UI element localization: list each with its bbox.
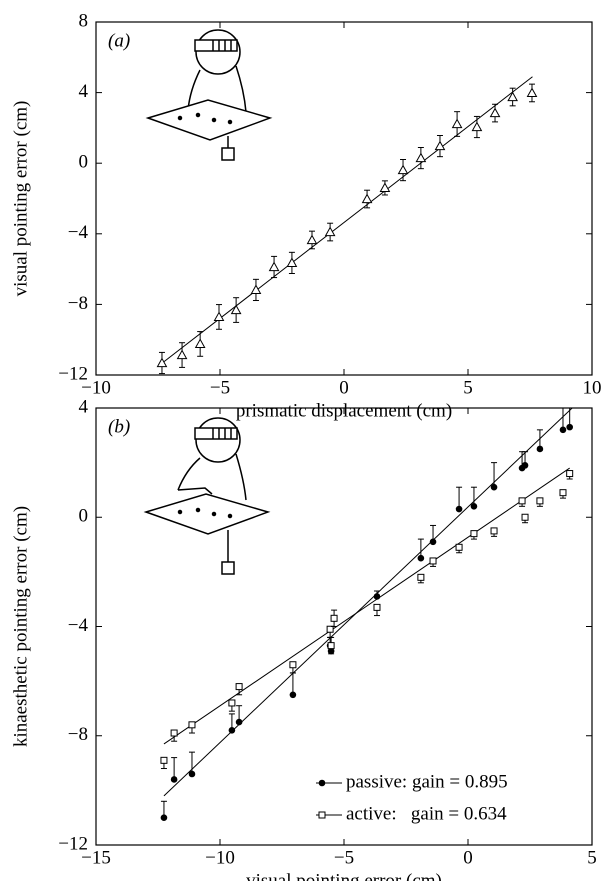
- y-tick-label: 4: [79, 81, 89, 102]
- y-tick-label: −8: [68, 724, 88, 745]
- x-tick-label: −10: [81, 377, 111, 398]
- point: [235, 718, 243, 726]
- x-tick-label: 5: [587, 847, 597, 868]
- point: [176, 349, 188, 360]
- x-tick-label: −5: [210, 377, 230, 398]
- point: [379, 182, 391, 193]
- point: [188, 721, 196, 729]
- point: [213, 311, 225, 322]
- point: [326, 625, 334, 633]
- point: [397, 164, 409, 175]
- legend-label: passive: gain = 0.895: [346, 771, 508, 792]
- point: [230, 304, 242, 315]
- point: [160, 756, 168, 764]
- plot-frame: [95, 21, 593, 376]
- y-tick-label: −4: [68, 615, 89, 636]
- point: [160, 814, 168, 821]
- point: [170, 729, 178, 737]
- point: [470, 530, 478, 538]
- point: [228, 699, 236, 707]
- point: [330, 614, 338, 622]
- point: [417, 573, 425, 581]
- y-axis-label: visual pointing error (cm): [10, 101, 31, 297]
- point: [526, 87, 538, 98]
- x-tick-label: 5: [463, 377, 473, 398]
- y-axis-label: kinaesthetic pointing error (cm): [10, 506, 31, 747]
- point: [521, 513, 529, 521]
- point: [170, 776, 178, 783]
- point: [451, 118, 463, 129]
- x-tick-label: 0: [463, 847, 473, 868]
- y-tick-label: −12: [58, 833, 88, 854]
- point: [289, 661, 297, 669]
- point: [455, 505, 463, 513]
- x-axis-label: visual pointing error (cm): [246, 870, 442, 881]
- x-tick-label: 10: [583, 377, 602, 398]
- point: [489, 107, 501, 118]
- fit-line: [160, 76, 533, 365]
- point: [566, 470, 574, 478]
- fit-line: [163, 407, 573, 797]
- point: [415, 152, 427, 163]
- point: [286, 257, 298, 268]
- point: [250, 284, 262, 295]
- point: [228, 726, 236, 734]
- point: [490, 483, 498, 491]
- point: [470, 503, 478, 510]
- point: [429, 557, 437, 565]
- point: [536, 497, 544, 505]
- x-tick-label: −5: [334, 847, 354, 868]
- x-tick-label: −15: [81, 847, 111, 868]
- point: [507, 91, 518, 102]
- point: [471, 121, 483, 132]
- point: [521, 462, 529, 469]
- x-tick-label: −10: [205, 847, 235, 868]
- point: [455, 543, 463, 551]
- y-tick-label: −4: [68, 222, 89, 243]
- legend-marker: [318, 811, 326, 819]
- x-tick-label: 0: [339, 377, 349, 398]
- point: [156, 357, 168, 368]
- y-tick-label: −12: [58, 363, 88, 384]
- panel-label: (a): [108, 30, 130, 51]
- point: [417, 554, 425, 562]
- point: [289, 691, 297, 699]
- point: [306, 234, 318, 245]
- legend-label: active: gain = 0.634: [346, 803, 507, 824]
- icon-a: [145, 29, 273, 161]
- icon-b: [143, 417, 271, 575]
- y-tick-label: 0: [79, 152, 89, 173]
- point: [188, 770, 196, 778]
- panel-label: (b): [108, 416, 130, 437]
- point: [559, 426, 567, 434]
- point: [559, 489, 567, 497]
- point: [373, 603, 381, 611]
- point: [327, 642, 335, 650]
- point: [235, 683, 243, 691]
- y-tick-label: 8: [79, 10, 89, 31]
- point: [434, 140, 446, 151]
- point: [361, 193, 373, 204]
- point: [518, 497, 526, 505]
- point: [194, 338, 206, 349]
- y-tick-label: 4: [79, 396, 89, 417]
- point: [429, 538, 437, 546]
- legend-marker: [318, 779, 326, 787]
- point: [373, 593, 381, 600]
- plot-frame: [95, 407, 593, 846]
- point: [536, 445, 544, 453]
- point: [566, 423, 573, 431]
- y-tick-label: −8: [68, 293, 88, 314]
- point: [268, 261, 280, 272]
- point: [490, 527, 498, 535]
- fit-line: [163, 467, 570, 745]
- point: [324, 226, 336, 237]
- y-tick-label: 0: [79, 506, 89, 527]
